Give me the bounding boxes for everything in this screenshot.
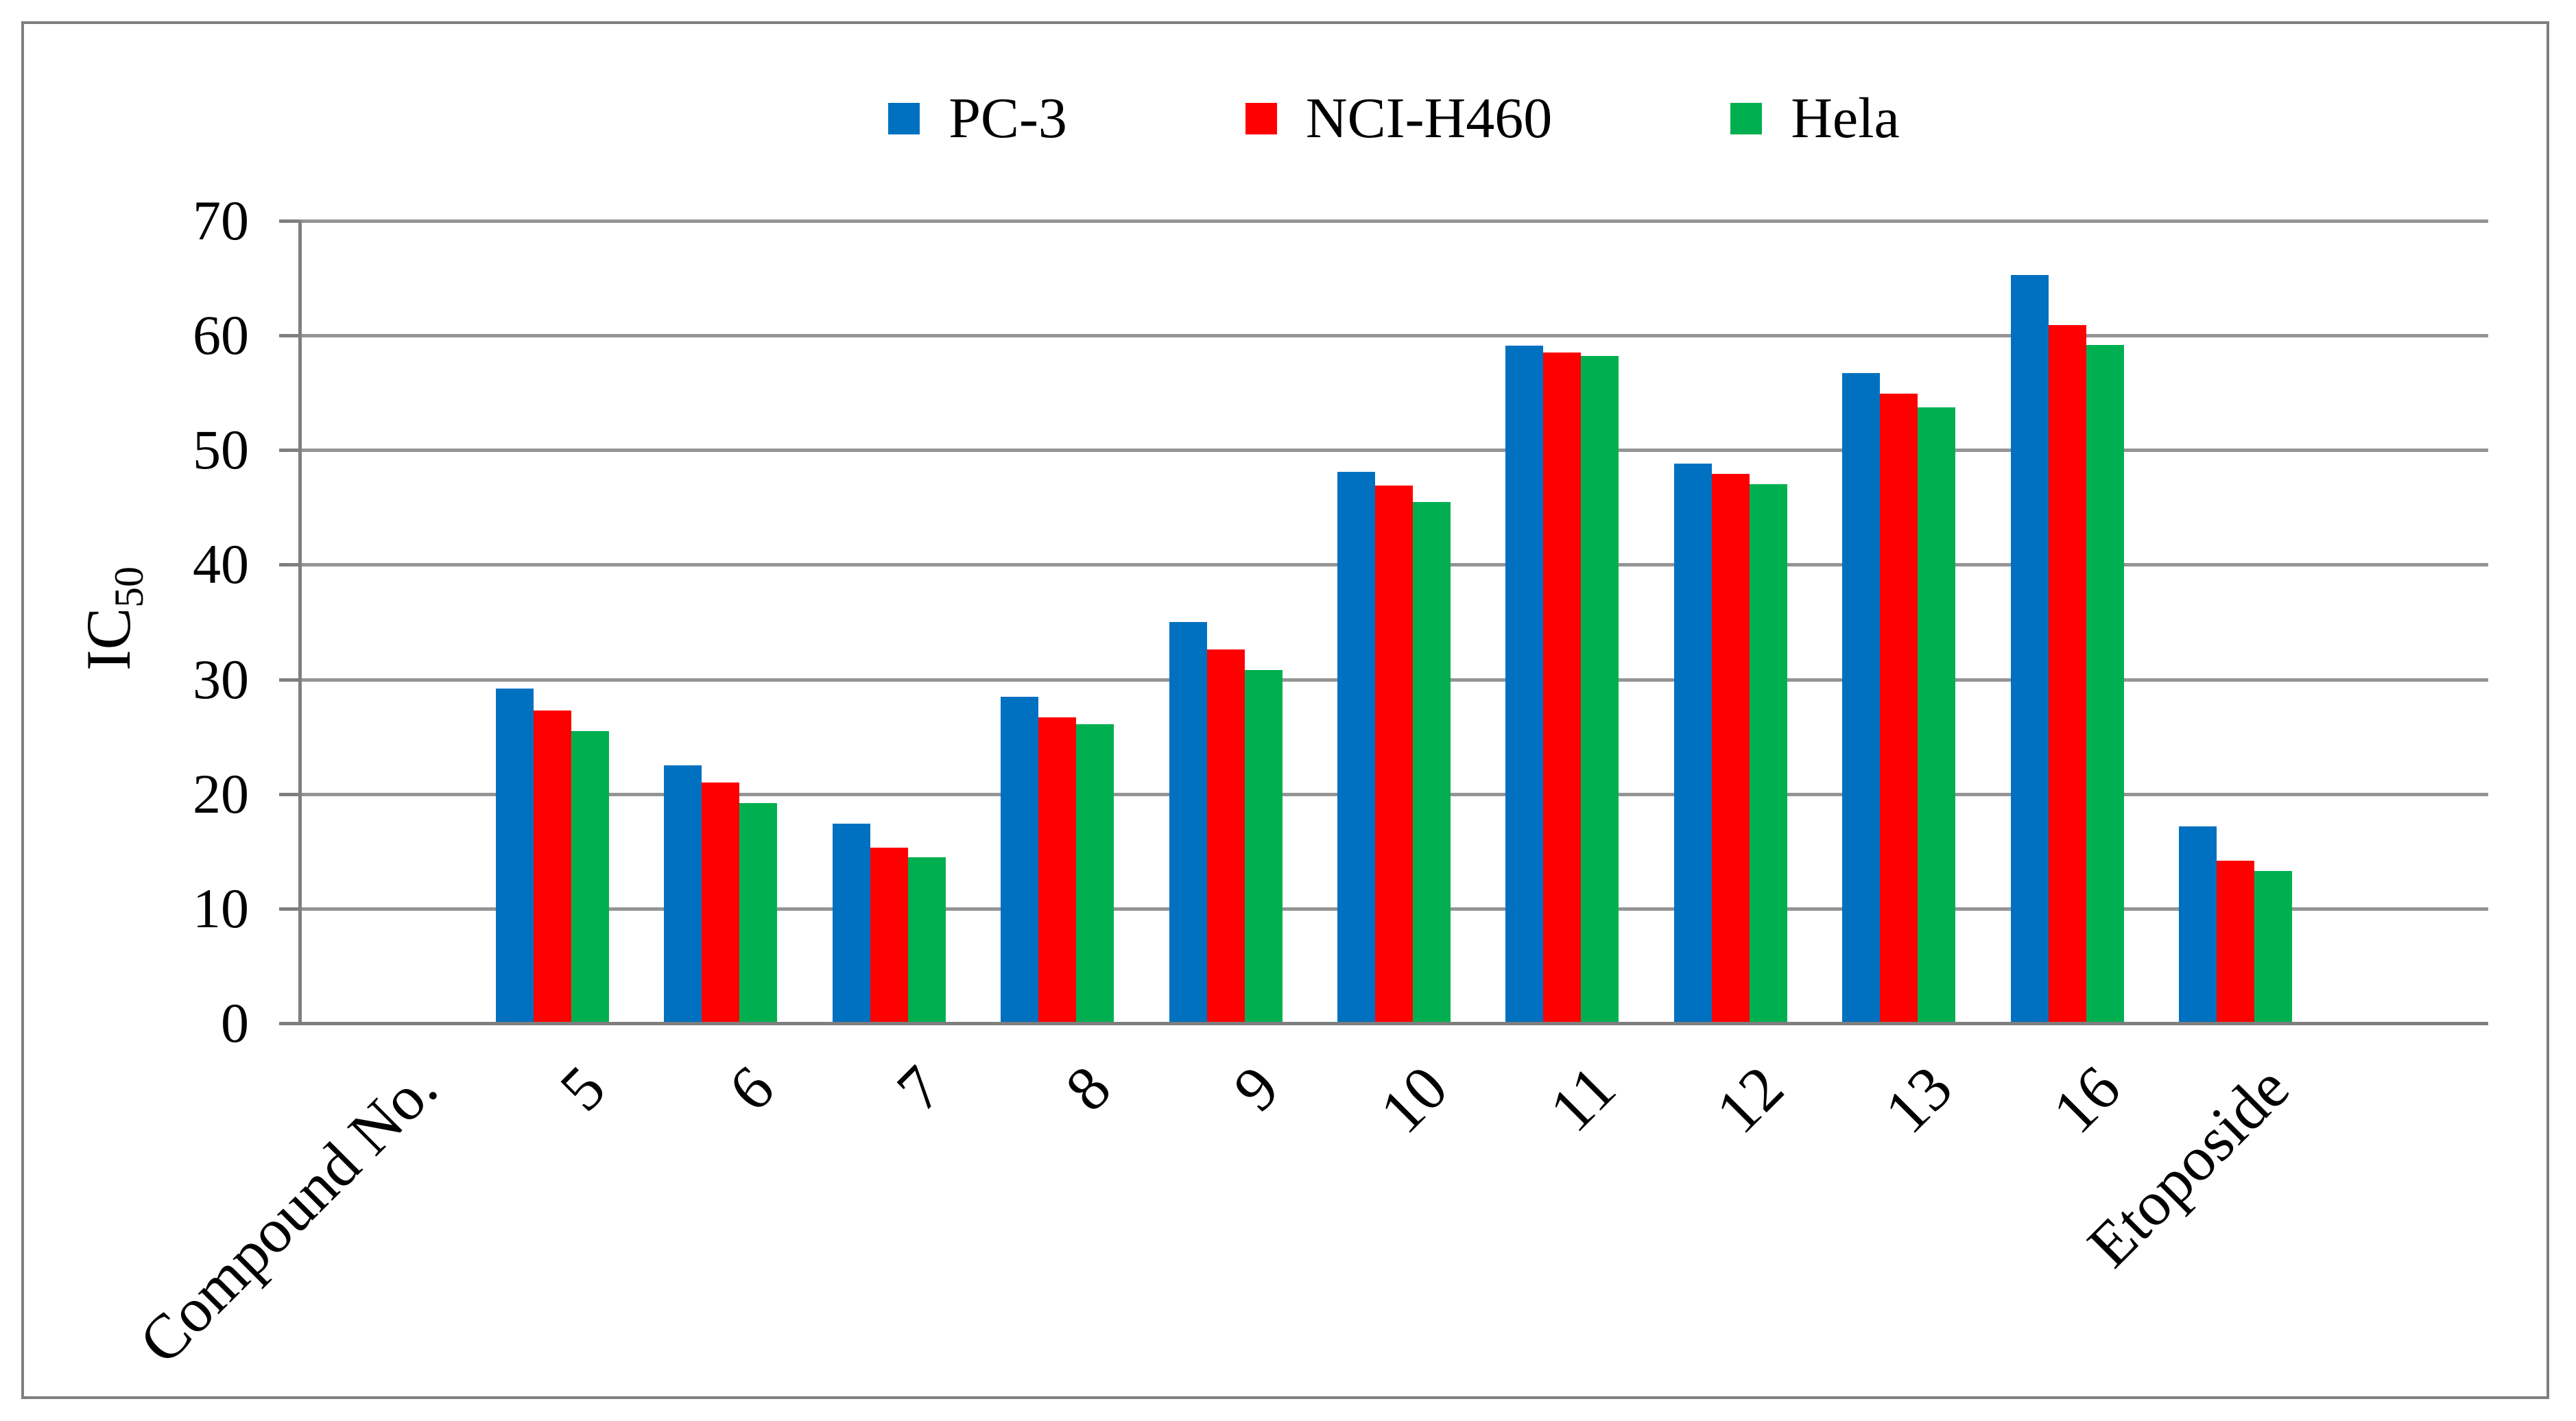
bar-PC-3-6: [664, 765, 702, 1023]
bar-Hela-12: [1749, 484, 1787, 1023]
plot-area: [300, 219, 2488, 1023]
figure-border: [21, 21, 2549, 1399]
y-tick-10: [279, 907, 300, 911]
y-tick-50: [279, 449, 300, 453]
legend-label-NCI-H460: NCI-H460: [1305, 86, 1553, 150]
y-tick-label-30: 30: [193, 647, 249, 710]
y-tick-40: [279, 563, 300, 567]
bar-PC-3-5: [495, 688, 534, 1023]
bar-PC-3-16: [2010, 274, 2049, 1023]
bar-Hela-16: [2086, 344, 2124, 1023]
bar-NCI-H460-8: [1038, 717, 1077, 1023]
legend-item-NCI-H460: NCI-H460: [1245, 90, 1552, 147]
gridline-70: [300, 219, 2488, 223]
legend-swatch-Hela: [1730, 103, 1763, 134]
legend-label-Hela: Hela: [1791, 86, 1900, 150]
y-axis-line: [298, 221, 302, 1025]
y-tick-label-40: 40: [193, 533, 249, 596]
bar-Hela-5: [571, 730, 609, 1023]
y-tick-label-20: 20: [193, 762, 249, 825]
bar-NCI-H460-11: [1543, 353, 1582, 1023]
y-tick-30: [279, 678, 300, 682]
bar-PC-3-8: [1001, 696, 1039, 1023]
bar-NCI-H460-6: [702, 783, 740, 1023]
legend-item-Hela: Hela: [1730, 90, 1900, 147]
bar-PC-3-10: [1337, 472, 1375, 1023]
bar-NCI-H460-16: [2048, 325, 2086, 1023]
y-tick-label-10: 10: [193, 876, 249, 940]
bar-Hela-11: [1581, 356, 1619, 1023]
y-tick-label-0: 0: [221, 992, 249, 1054]
bar-PC-3-12: [1673, 464, 1712, 1023]
bar-Hela-6: [739, 803, 778, 1023]
bar-Hela-Etoposide: [2254, 870, 2293, 1023]
y-tick-label-50: 50: [193, 418, 249, 481]
bar-Hela-10: [1413, 501, 1451, 1023]
legend-item-PC-3: PC-3: [888, 90, 1067, 147]
bar-NCI-H460-7: [870, 848, 908, 1023]
legend: PC-3 NCI-H460 Hela: [300, 81, 2488, 156]
bar-NCI-H460-Etoposide: [2217, 860, 2255, 1023]
bar-PC-3-Etoposide: [2179, 826, 2217, 1023]
bar-Hela-9: [1244, 670, 1283, 1023]
bar-Hela-8: [1076, 724, 1114, 1023]
bar-NCI-H460-9: [1206, 649, 1245, 1023]
legend-swatch-PC-3: [888, 103, 920, 134]
y-tick-60: [279, 334, 300, 338]
bar-Hela-13: [1918, 407, 1956, 1023]
bar-PC-3-9: [1169, 622, 1207, 1023]
y-tick-label-70: 70: [193, 189, 249, 252]
x-axis-line: [300, 1022, 2488, 1025]
gridline-50: [300, 449, 2488, 453]
y-tick-70: [279, 219, 300, 223]
bar-NCI-H460-13: [1880, 394, 1918, 1023]
bar-PC-3-11: [1505, 346, 1544, 1023]
bar-NCI-H460-12: [1711, 474, 1750, 1023]
gridline-60: [300, 334, 2488, 338]
y-tick-label-60: 60: [193, 304, 249, 367]
bar-PC-3-7: [832, 824, 870, 1023]
y-tick-20: [279, 792, 300, 796]
legend-label-PC-3: PC-3: [949, 86, 1067, 150]
bar-NCI-H460-5: [533, 710, 571, 1023]
bar-NCI-H460-10: [1375, 486, 1413, 1023]
legend-swatch-NCI-H460: [1245, 103, 1277, 134]
y-tick-0: [279, 1022, 300, 1025]
bar-PC-3-13: [1842, 373, 1881, 1023]
bar-Hela-7: [907, 857, 946, 1023]
